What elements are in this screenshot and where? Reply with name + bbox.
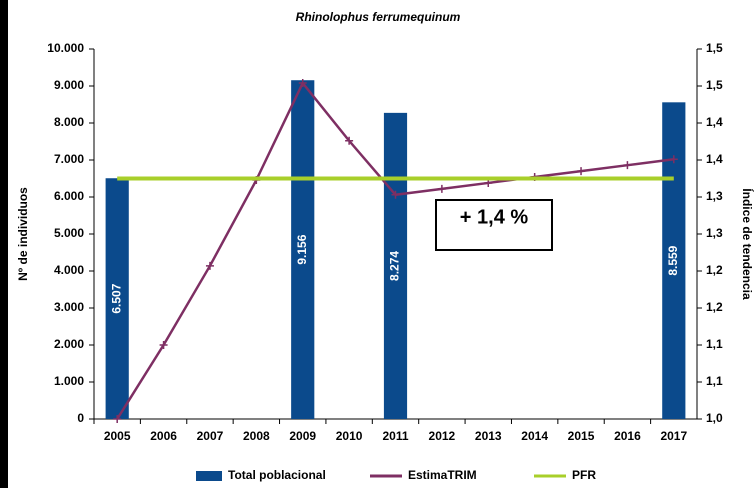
y2-tick-label: 1,2	[706, 263, 723, 277]
x-tick-label: 2009	[289, 429, 316, 443]
bar-value-label: 9.156	[295, 234, 309, 264]
annotation: + 1,4 %	[460, 206, 529, 228]
x-tick-label: 2014	[521, 429, 548, 443]
bar	[662, 102, 686, 419]
line-marker	[623, 161, 632, 170]
x-tick-label: 2007	[197, 429, 224, 443]
x-tick-label: 2017	[660, 429, 687, 443]
line-marker	[345, 136, 354, 145]
y2-tick-label: 1,4	[706, 152, 723, 166]
y-tick-label: 7.000	[54, 152, 84, 166]
legend-swatch	[196, 471, 222, 481]
bar-value-label: 8.559	[666, 245, 680, 275]
annotation-box	[435, 199, 553, 251]
y-tick-label: 1.000	[54, 374, 84, 388]
left-border	[0, 0, 8, 488]
y-tick-label: 4.000	[54, 263, 84, 277]
y2-tick-label: 1,1	[706, 337, 723, 351]
y-tick-label: 10.000	[47, 41, 84, 55]
y2-tick-label: 1,3	[706, 226, 723, 240]
y2-tick-label: 1,1	[706, 374, 723, 388]
line-marker	[113, 415, 122, 423]
y-tick-label: 2.000	[54, 337, 84, 351]
y-tick-label: 3.000	[54, 300, 84, 314]
legend-label: PFR	[572, 468, 596, 482]
x-tick-label: 2015	[568, 429, 595, 443]
y-tick-label: 8.000	[54, 115, 84, 129]
y2-tick-label: 1,2	[706, 300, 723, 314]
y-axis-label: Nº de individuos	[16, 187, 30, 281]
legend-label: EstimaTRIM	[408, 468, 477, 482]
y-tick-label: 0	[77, 411, 84, 425]
bar	[105, 178, 129, 419]
chart-title: Rhinolophus ferrumequinum	[296, 10, 461, 24]
line-marker	[577, 167, 586, 176]
line-marker	[205, 261, 214, 270]
x-tick-label: 2006	[150, 429, 177, 443]
x-tick-label: 2011	[382, 429, 408, 443]
x-tick-label: 2005	[104, 429, 131, 443]
y-tick-label: 6.000	[54, 189, 84, 203]
y-tick-label: 5.000	[54, 226, 84, 240]
y2-tick-label: 1,5	[706, 41, 723, 55]
line-marker	[298, 79, 307, 88]
line-marker	[391, 190, 400, 199]
line-marker	[159, 341, 168, 349]
legend-label: Total poblacional	[228, 468, 326, 482]
y2-tick-label: 1,4	[706, 115, 723, 129]
y2-tick-label: 1,3	[706, 189, 723, 203]
bar-value-label: 8.274	[388, 251, 402, 281]
y2-tick-label: 1,0	[706, 411, 723, 425]
x-tick-label: 2016	[614, 429, 641, 443]
line-marker	[437, 184, 446, 193]
bar-value-label: 6.507	[109, 283, 123, 313]
x-tick-label: 2010	[336, 429, 363, 443]
line-marker	[669, 155, 678, 164]
x-tick-label: 2012	[429, 429, 456, 443]
x-tick-label: 2008	[243, 429, 270, 443]
bar	[291, 80, 315, 419]
x-tick-label: 2013	[475, 429, 502, 443]
y2-axis-label: Índice de tendencia	[740, 188, 755, 300]
y2-tick-label: 1,5	[706, 78, 723, 92]
y-tick-label: 9.000	[54, 78, 84, 92]
